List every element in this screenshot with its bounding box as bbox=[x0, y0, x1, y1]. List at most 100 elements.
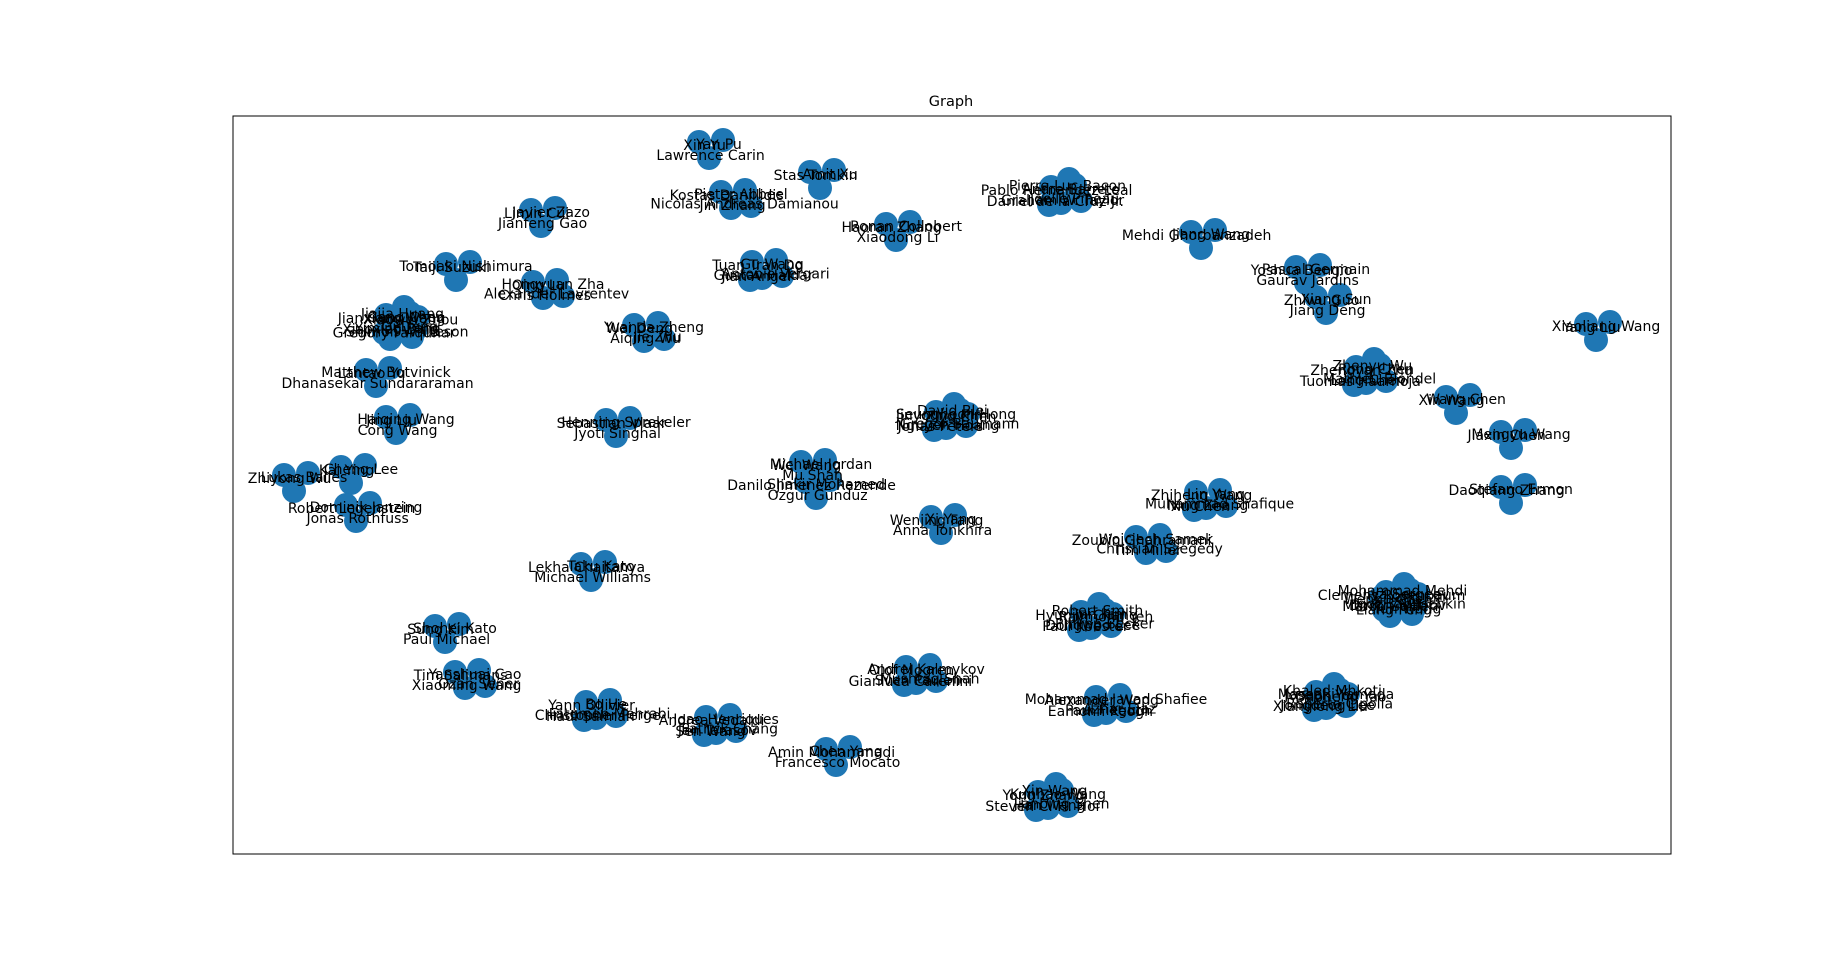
node-label: Eamonn Keogh bbox=[1048, 704, 1153, 720]
node-label: Christian Szegedy bbox=[1096, 542, 1222, 558]
graph-node bbox=[453, 676, 477, 700]
node-label: Antonio Vergari bbox=[722, 267, 830, 283]
graph-node bbox=[1308, 253, 1332, 277]
graph-title: Graph bbox=[929, 94, 973, 110]
node-label: Wojciech Samek bbox=[1099, 532, 1214, 548]
node-label: Daniel de la Cruz Jr. bbox=[987, 194, 1124, 210]
node-label: Dongwoo Lee bbox=[1045, 618, 1140, 634]
node-label: Haoran Zhang bbox=[842, 220, 942, 236]
graph-node bbox=[473, 674, 497, 698]
graph-node bbox=[364, 374, 388, 398]
node-label: Zhiyong Wu bbox=[248, 471, 332, 487]
node-label: Zoubin Ghahramani bbox=[1072, 533, 1212, 549]
node-label: Hadi Salman bbox=[546, 709, 635, 725]
node-label: Seunghoon Hong bbox=[896, 407, 1016, 423]
node-label: Amit Xu bbox=[802, 167, 858, 183]
node-label: Paul Koester bbox=[1042, 619, 1129, 635]
node-label: Xin Wang bbox=[1021, 783, 1087, 799]
node-label: Aiqing Wu bbox=[610, 331, 681, 347]
node-label: Alexander Wong bbox=[1044, 693, 1159, 709]
node-label: Yann Ollivier bbox=[547, 698, 635, 714]
graph-node bbox=[1314, 301, 1338, 325]
node-label: Pablo Hernandez-Leal bbox=[981, 183, 1133, 199]
graph-node bbox=[282, 479, 306, 503]
node-label: Jiajia Huang bbox=[360, 306, 444, 322]
node-label: Xiaoxiao Ding bbox=[342, 322, 438, 338]
graph-node bbox=[1444, 401, 1468, 425]
node-label: Ozgur Gunduz bbox=[768, 488, 868, 504]
graph-node bbox=[1342, 373, 1366, 397]
node-label: Limin Cui bbox=[504, 206, 569, 222]
node-label: Mushtaq Shah bbox=[880, 672, 980, 688]
node-label: Nguyen Hoang bbox=[896, 418, 1000, 434]
graph-node bbox=[447, 612, 471, 636]
node-label: Zhiwu Guo bbox=[1284, 293, 1359, 309]
graph-node bbox=[818, 468, 842, 492]
node-label: Stefano Ermon bbox=[1469, 482, 1573, 498]
graph-node bbox=[719, 196, 743, 220]
node-label: Tuan Tran Do bbox=[711, 258, 803, 274]
node-label: Dhanasekar Sundararaman bbox=[282, 376, 474, 392]
node-label: Jiaxin Chen bbox=[1466, 428, 1545, 444]
node-label: Joao Henriques bbox=[672, 712, 779, 728]
node-label: Haiqing Wang bbox=[357, 412, 454, 428]
node-label: Long Chen bbox=[1330, 373, 1404, 389]
node-label: Andre Barreto bbox=[1022, 182, 1120, 198]
node-label: Philipp Becker bbox=[1055, 617, 1154, 633]
node-label: Yang Liu bbox=[1562, 320, 1621, 336]
node-label: Wenjing Fang bbox=[890, 513, 984, 529]
node-label: Taku Kato bbox=[566, 559, 634, 575]
graph-node bbox=[822, 158, 846, 182]
node-label: Xi Yang bbox=[926, 512, 977, 528]
graph-node bbox=[1499, 491, 1523, 515]
node-label: Zhenyu Wu bbox=[1333, 358, 1413, 374]
node-label: Sebastian Vlaar bbox=[557, 416, 667, 432]
graph-node bbox=[739, 194, 763, 218]
node-label: Michael Jordan bbox=[770, 457, 873, 473]
node-label: Dominik Janzing bbox=[310, 500, 423, 516]
node-label: Sen Wang bbox=[675, 724, 745, 740]
graph-node bbox=[1400, 602, 1424, 626]
node-label: Sven Paulen bbox=[875, 673, 961, 689]
graph-node bbox=[1374, 369, 1398, 393]
node-label: Cheng Lee bbox=[324, 462, 398, 478]
graph-node bbox=[400, 325, 424, 349]
node-label: Gregor Baumann bbox=[900, 417, 1020, 433]
graph-node bbox=[604, 704, 628, 728]
node-label: Mehdi Ghorbanzadeh bbox=[1122, 228, 1271, 244]
node-label: Robert Smith bbox=[1052, 603, 1144, 619]
node-label: Jin Zhang bbox=[699, 198, 766, 214]
node-label: Francesco Mocato bbox=[775, 755, 901, 771]
node-label: Raymond Yeh bbox=[1058, 609, 1153, 625]
graph-node bbox=[543, 196, 567, 220]
graph-node bbox=[531, 286, 555, 310]
node-label: Jongdeog Lee bbox=[1279, 698, 1375, 714]
graph-node bbox=[353, 453, 377, 477]
graph-node bbox=[339, 471, 363, 495]
node-label: Masaaki Yamada bbox=[1278, 687, 1394, 703]
node-label: Xiaoliang Wang bbox=[1552, 319, 1660, 335]
node-label: Gianluca Carenini bbox=[849, 674, 973, 690]
graph-node bbox=[697, 146, 721, 170]
node-label: Ozan Sener bbox=[438, 677, 519, 693]
graph-node bbox=[1362, 347, 1386, 371]
graph-node bbox=[1134, 541, 1158, 565]
graph-node bbox=[1057, 167, 1081, 191]
graph-node bbox=[1056, 794, 1080, 818]
node-label: Zhengyan Zhu bbox=[1310, 363, 1412, 379]
graph-node bbox=[398, 403, 422, 427]
node-label: Jyoti Singhal bbox=[573, 426, 661, 442]
node-label: Shimon Whiteson bbox=[346, 324, 469, 340]
node-label: Xianglong Liu bbox=[1273, 699, 1368, 715]
graph-node bbox=[632, 329, 656, 353]
graph-node bbox=[898, 210, 922, 234]
graph-node bbox=[808, 176, 832, 200]
graph-node bbox=[444, 268, 468, 292]
node-label: Pieter Abbeel bbox=[694, 187, 787, 203]
graph-node bbox=[1154, 539, 1178, 563]
graph-node bbox=[1067, 618, 1091, 642]
node-label: Xin Yu bbox=[683, 138, 726, 154]
node-label: Shohei Kato bbox=[413, 621, 497, 637]
node-label: Ziyu Chen bbox=[925, 409, 996, 425]
